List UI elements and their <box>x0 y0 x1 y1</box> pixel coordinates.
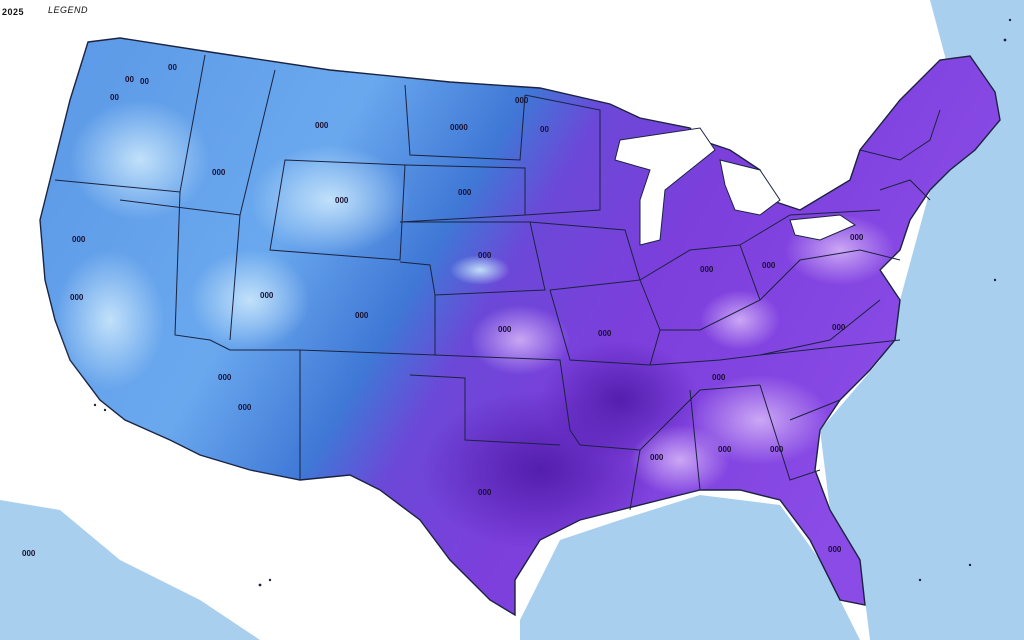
region-label: 0000 <box>450 123 468 132</box>
state-borders <box>54 54 941 511</box>
region-label: 000 <box>70 293 84 302</box>
region-label: 000 <box>478 488 492 497</box>
ocean-gulf <box>520 495 860 640</box>
region-label: 000 <box>355 311 369 320</box>
region-label: 000 <box>238 403 252 412</box>
color-overlays <box>55 100 895 550</box>
region-label: 000 <box>515 96 529 105</box>
ocean-pacific-south <box>0 500 260 640</box>
year-label: 2025 <box>2 7 25 17</box>
region-label: 000 <box>832 323 846 332</box>
region-label: 000 <box>260 291 274 300</box>
region-label: 00 <box>140 77 149 86</box>
region-label: 000 <box>598 329 612 338</box>
region-label: 000 <box>458 188 472 197</box>
legend-label: LEGEND <box>48 5 89 15</box>
coastal-specks <box>93 18 1012 587</box>
region-label: 000 <box>828 545 842 554</box>
region-label: 000 <box>218 373 232 382</box>
region-label: 00 <box>125 75 134 84</box>
lower-left-label: 000 <box>22 549 36 558</box>
region-label: 000 <box>335 196 349 205</box>
region-label: 000 <box>212 168 226 177</box>
region-label: 000 <box>498 325 512 334</box>
region-label: 000 <box>700 265 714 274</box>
region-label: 000 <box>650 453 664 462</box>
ocean-east <box>820 0 1024 640</box>
region-label: 000 <box>315 121 329 130</box>
region-label: 00 <box>168 63 177 72</box>
region-label: 00 <box>110 93 119 102</box>
region-label: 000 <box>718 445 732 454</box>
region-label: 000 <box>770 445 784 454</box>
region-label: 000 <box>762 261 776 270</box>
region-label: 000 <box>478 251 492 260</box>
region-labels: 00 00 00 00 000 000 000 0000 000 00 000 … <box>70 63 864 554</box>
region-label: 000 <box>712 373 726 382</box>
great-lakes <box>614 127 857 246</box>
region-label: 00 <box>540 125 549 134</box>
region-label: 000 <box>850 233 864 242</box>
region-label: 000 <box>72 235 86 244</box>
